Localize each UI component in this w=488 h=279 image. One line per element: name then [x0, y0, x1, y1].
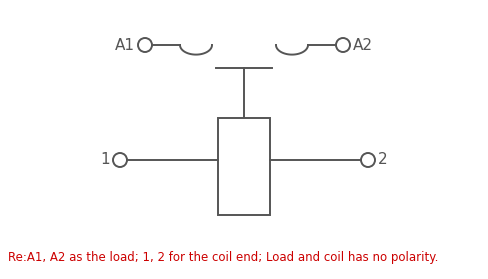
- Bar: [218, 118, 269, 215]
- Text: 2: 2: [377, 153, 387, 167]
- Text: A1: A1: [115, 37, 135, 52]
- Text: Re:A1, A2 as the load; 1, 2 for the coil end; Load and coil has no polarity.: Re:A1, A2 as the load; 1, 2 for the coil…: [8, 251, 437, 264]
- Text: A2: A2: [352, 37, 372, 52]
- Text: 1: 1: [100, 153, 110, 167]
